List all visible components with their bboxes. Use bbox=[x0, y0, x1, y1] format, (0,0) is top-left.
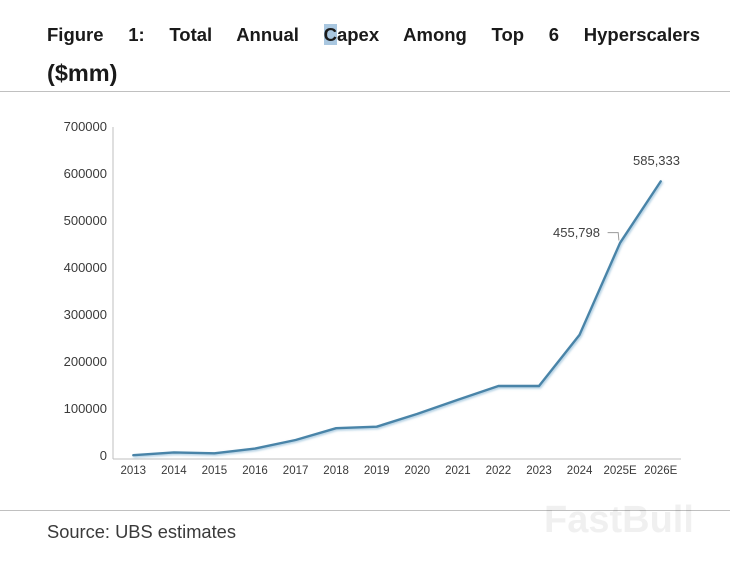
svg-text:2023: 2023 bbox=[526, 465, 552, 477]
svg-text:2018: 2018 bbox=[323, 465, 349, 477]
svg-text:300000: 300000 bbox=[64, 307, 107, 322]
svg-text:2014: 2014 bbox=[161, 465, 187, 477]
svg-text:100000: 100000 bbox=[64, 401, 107, 416]
svg-text:2016: 2016 bbox=[242, 465, 268, 477]
svg-text:585,333: 585,333 bbox=[633, 153, 680, 168]
svg-text:2022: 2022 bbox=[486, 465, 512, 477]
svg-text:700000: 700000 bbox=[64, 119, 107, 134]
svg-text:2017: 2017 bbox=[283, 465, 309, 477]
svg-text:2013: 2013 bbox=[121, 465, 147, 477]
svg-text:455,798: 455,798 bbox=[553, 225, 600, 240]
svg-text:2021: 2021 bbox=[445, 465, 471, 477]
svg-text:600000: 600000 bbox=[64, 166, 107, 181]
svg-text:2019: 2019 bbox=[364, 465, 390, 477]
svg-text:2026E: 2026E bbox=[644, 465, 678, 477]
svg-text:2024: 2024 bbox=[567, 465, 593, 477]
svg-text:500000: 500000 bbox=[64, 213, 107, 228]
svg-text:2020: 2020 bbox=[405, 465, 431, 477]
svg-text:2025E: 2025E bbox=[603, 465, 637, 477]
svg-text:400000: 400000 bbox=[64, 260, 107, 275]
svg-text:200000: 200000 bbox=[64, 354, 107, 369]
svg-text:2015: 2015 bbox=[202, 465, 228, 477]
svg-text:0: 0 bbox=[100, 448, 107, 463]
